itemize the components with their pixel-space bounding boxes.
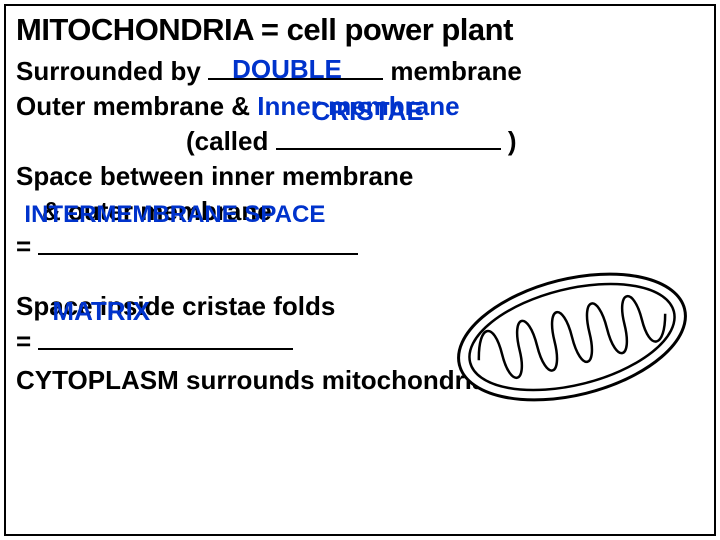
fill-matrix: MATRIX: [52, 294, 150, 329]
line-surrounded: Surrounded by DOUBLE membrane: [16, 54, 704, 89]
text-surrounded-b: membrane: [383, 56, 522, 86]
fill-intermembrane: INTERMEMBRANE SPACE: [24, 199, 325, 231]
text-eq1: =: [16, 231, 38, 261]
blank-matrix: MATRIX: [38, 324, 293, 359]
mitochondrion-diagram: [438, 252, 706, 422]
blank-cristae: CRISTAE: [276, 124, 501, 159]
text-eq2: =: [16, 326, 38, 356]
text-paren: ): [501, 126, 517, 156]
slide-title: MITOCHONDRIA = cell power plant: [16, 12, 704, 48]
text-outer: Outer membrane &: [16, 91, 257, 121]
blank-line-4: [38, 348, 293, 350]
slide-frame: MITOCHONDRIA = cell power plant Surround…: [4, 4, 716, 536]
fill-cristae: CRISTAE: [312, 94, 424, 129]
text-surrounded-a: Surrounded by: [16, 56, 208, 86]
blank-line-2: [276, 148, 501, 150]
blank-double: DOUBLE: [208, 54, 383, 89]
blank-line-3: [38, 253, 358, 255]
blank-intermembrane: INTERMEMBRANE SPACE: [38, 229, 358, 264]
text-called: (called: [186, 126, 276, 156]
line-space-between: Space between inner membrane: [16, 159, 704, 194]
fill-double: DOUBLE: [232, 52, 342, 87]
line-cristae: (called CRISTAE ): [16, 124, 704, 159]
